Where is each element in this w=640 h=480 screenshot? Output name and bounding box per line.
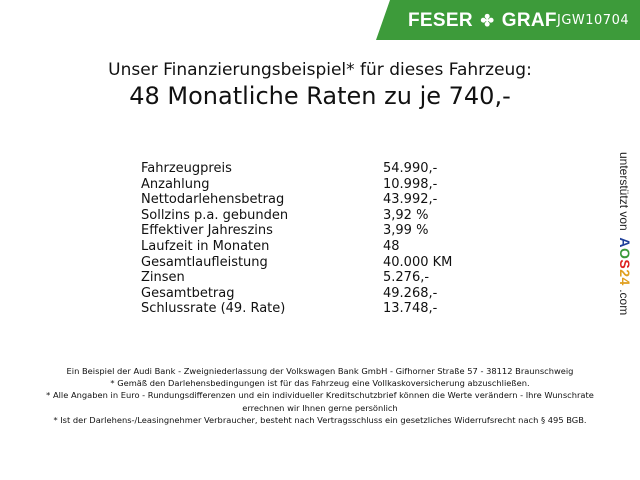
table-row: Zinsen 5.276,- (141, 270, 461, 286)
row-value: 10.998,- (383, 176, 438, 192)
aos24-logo: AOS24 (617, 237, 633, 285)
logo-letter: S (617, 259, 633, 270)
table-row: Gesamtlaufleistung 40.000 KM (141, 255, 461, 271)
logo-letter: O (617, 248, 633, 260)
disclaimer-line: Ein Beispiel der Audi Bank - Zweignieder… (66, 366, 574, 376)
row-label: Schlussrate (49. Rate) (141, 301, 286, 317)
row-value: 43.992,- (383, 192, 438, 208)
table-row: Fahrzeugpreis 54.990,- (141, 161, 461, 177)
table-row: Nettodarlehensbetrag 43.992,- (141, 192, 461, 208)
row-value: 48 (383, 238, 400, 254)
domain-suffix: .com (617, 289, 631, 316)
disclaimer-line: * Gemäß den Darlehensbedingungen ist für… (110, 378, 530, 389)
table-row: Laufzeit in Monaten 48 (141, 239, 461, 255)
brand-right: GRAF (501, 10, 557, 31)
row-label: Gesamtlaufleistung (141, 254, 268, 270)
row-value: 49.268,- (383, 285, 438, 301)
row-label: Nettodarlehensbetrag (141, 192, 285, 208)
finance-table: Fahrzeugpreis 54.990,- Anzahlung 10.998,- Ne… (141, 161, 461, 317)
clover-icon: ✤ (480, 13, 495, 30)
disclaimer: Ein Beispiel der Audi Bank - Zweignieder… (30, 365, 610, 426)
row-label: Effektiver Jahreszins (141, 223, 273, 239)
powered-by: unterstützt von AOS24 .com (617, 152, 633, 315)
row-label: Sollzins p.a. gebunden (141, 207, 289, 223)
powered-by-text: unterstützt von (617, 152, 631, 231)
disclaimer-line: * Alle Angaben in Euro - Rundungsdiffere… (46, 390, 594, 413)
row-label: Fahrzeugpreis (141, 161, 232, 176)
table-row: Effektiver Jahreszins 3,99 % (141, 223, 461, 239)
vehicle-code: JGW10704 (557, 13, 630, 28)
row-value: 3,92 % (383, 207, 429, 223)
row-value: 5.276,- (383, 270, 430, 286)
row-label: Laufzeit in Monaten (141, 238, 270, 254)
dealer-logo: FESER ✤ GRAF (408, 10, 557, 32)
logo-letter: A (617, 237, 633, 249)
row-label: Gesamtbetrag (141, 285, 235, 301)
brand-left: FESER (408, 10, 473, 31)
row-value: 40.000 KM (383, 254, 453, 270)
row-value: 3,99 % (383, 223, 429, 239)
row-value: 54.990,- (383, 161, 438, 176)
title-line1: Unser Finanzierungsbeispiel* für dieses … (108, 60, 532, 80)
table-row: Anzahlung 10.998,- (141, 177, 461, 193)
row-label: Anzahlung (141, 176, 210, 192)
row-value: 13.748,- (383, 301, 438, 317)
row-label: Zinsen (141, 270, 185, 286)
table-row: Schlussrate (49. Rate) 13.748,- (141, 301, 461, 317)
logo-letter: 2 (617, 269, 633, 278)
brand-banner (376, 0, 640, 40)
title-line2: 48 Monatliche Raten zu je 740,- (129, 82, 511, 110)
table-row: Sollzins p.a. gebunden 3,92 % (141, 208, 461, 224)
logo-letter: 4 (617, 277, 633, 286)
table-row: Gesamtbetrag 49.268,- (141, 286, 461, 302)
disclaimer-line: * Ist der Darlehens-/Leasingnehmer Verbr… (53, 414, 587, 425)
